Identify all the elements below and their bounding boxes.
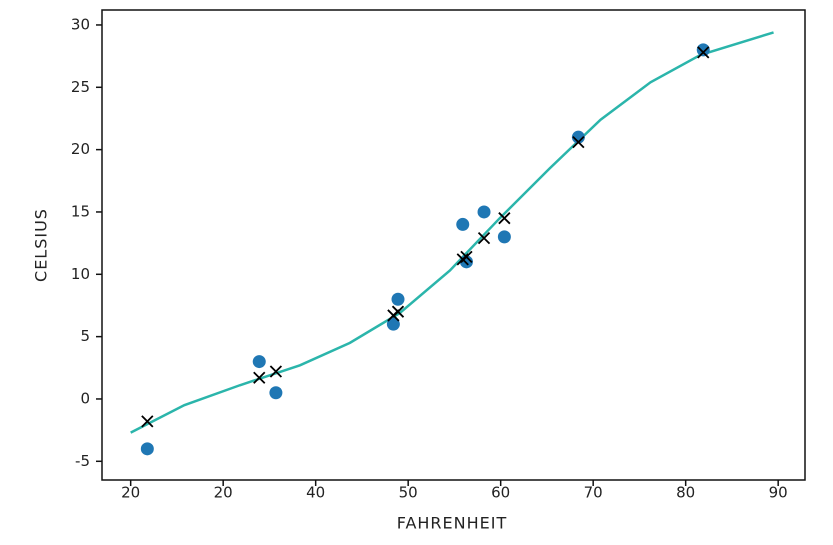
x-tick-label: 50 (399, 484, 418, 502)
prediction-marker (697, 46, 710, 59)
data-point (456, 217, 470, 231)
y-tick-label: 30 (71, 15, 90, 33)
x-tick-label: 60 (491, 484, 510, 502)
prediction-marker (253, 371, 266, 384)
data-point (252, 355, 266, 369)
y-tick-label: -5 (75, 452, 90, 470)
data-point (497, 230, 511, 244)
x-tick-label: 20 (214, 484, 233, 502)
y-tick-label: 15 (71, 202, 90, 220)
data-point (140, 442, 154, 456)
prediction-marker (498, 212, 511, 225)
fit-curve (130, 31, 774, 434)
y-tick-label: 0 (80, 389, 90, 407)
data-point (696, 43, 710, 57)
data-point (391, 292, 405, 306)
x-tick-label: 80 (676, 484, 695, 502)
x-tick-label: 20 (121, 484, 140, 502)
data-point (269, 386, 283, 400)
plot-frame (101, 9, 806, 481)
y-tick-label: 10 (71, 265, 90, 283)
prediction-marker (269, 365, 283, 378)
x-tick-label: 40 (306, 484, 325, 502)
prediction-marker (477, 232, 491, 245)
y-tick-label: 20 (71, 140, 90, 158)
x-tick-label: 70 (584, 484, 603, 502)
data-point (477, 205, 491, 219)
x-axis-label: FAHRENHEIT (397, 514, 508, 533)
data-point (386, 317, 400, 331)
y-tick-label: 25 (71, 78, 90, 96)
prediction-marker (460, 250, 473, 263)
prediction-marker (141, 415, 154, 428)
prediction-marker (387, 309, 400, 322)
y-axis-label: CELSIUS (32, 208, 51, 282)
prediction-marker (572, 136, 585, 149)
x-tick-label: 90 (769, 484, 788, 502)
y-tick-label: 5 (80, 327, 90, 345)
data-point (571, 130, 585, 144)
